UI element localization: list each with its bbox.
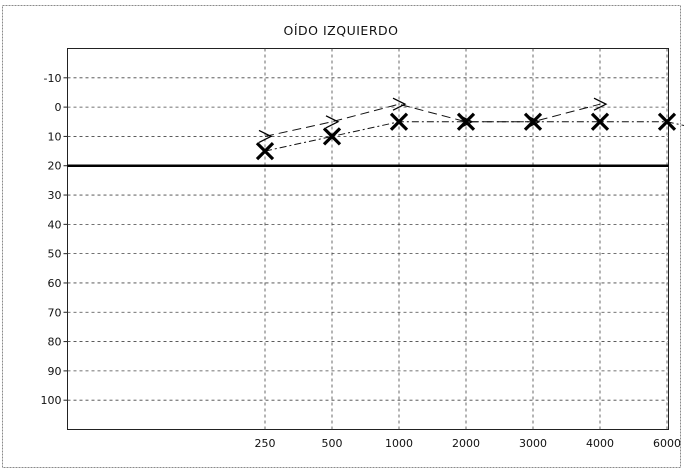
x-marker <box>389 112 409 131</box>
y-tick-label: -10 <box>44 72 62 85</box>
grid-lines <box>67 48 669 430</box>
y-tick-label: 70 <box>48 306 62 319</box>
x-marker <box>456 112 476 131</box>
y-tick-label: 60 <box>48 277 62 290</box>
x-tick-label: 2000 <box>452 437 480 450</box>
y-tick-label: 30 <box>48 189 62 202</box>
x-marker <box>590 112 610 131</box>
x-tick-label: 6000 <box>653 437 681 450</box>
y-tick-label: 80 <box>48 336 62 349</box>
x-axis-ticks: 250500100020003000400060008000 <box>255 437 682 450</box>
chevron-marker <box>325 115 340 129</box>
x-marker <box>657 112 677 131</box>
x-marker <box>255 141 275 161</box>
y-axis-ticks: -10 0 10 20 30 40 50 60 70 80 90 100 <box>41 72 68 407</box>
y-tick-label: 0 <box>55 101 62 114</box>
chevron-marker <box>593 97 608 111</box>
chevron-marker <box>258 129 273 144</box>
x-tick-label: 500 <box>322 437 343 450</box>
y-tick-label: 20 <box>48 160 62 173</box>
chart-title: OÍDO IZQUIERDO <box>284 23 399 38</box>
y-tick-label: 50 <box>48 248 62 261</box>
x-marker <box>523 112 543 131</box>
y-tick-label: 40 <box>48 218 62 231</box>
x-tick-label: 1000 <box>385 437 413 450</box>
y-tick-label: 100 <box>41 394 62 407</box>
plot-area <box>67 48 669 430</box>
series-line-1 <box>264 121 684 152</box>
x-marker <box>322 127 342 146</box>
x-tick-label: 3000 <box>519 437 547 450</box>
series-line-0 <box>264 103 601 137</box>
x-tick-label: 250 <box>255 437 276 450</box>
y-tick-label: 10 <box>48 130 62 143</box>
x-tick-label: 4000 <box>586 437 614 450</box>
chevron-marker <box>392 97 407 111</box>
series-layer <box>255 97 684 161</box>
y-tick-label: 90 <box>48 365 62 378</box>
